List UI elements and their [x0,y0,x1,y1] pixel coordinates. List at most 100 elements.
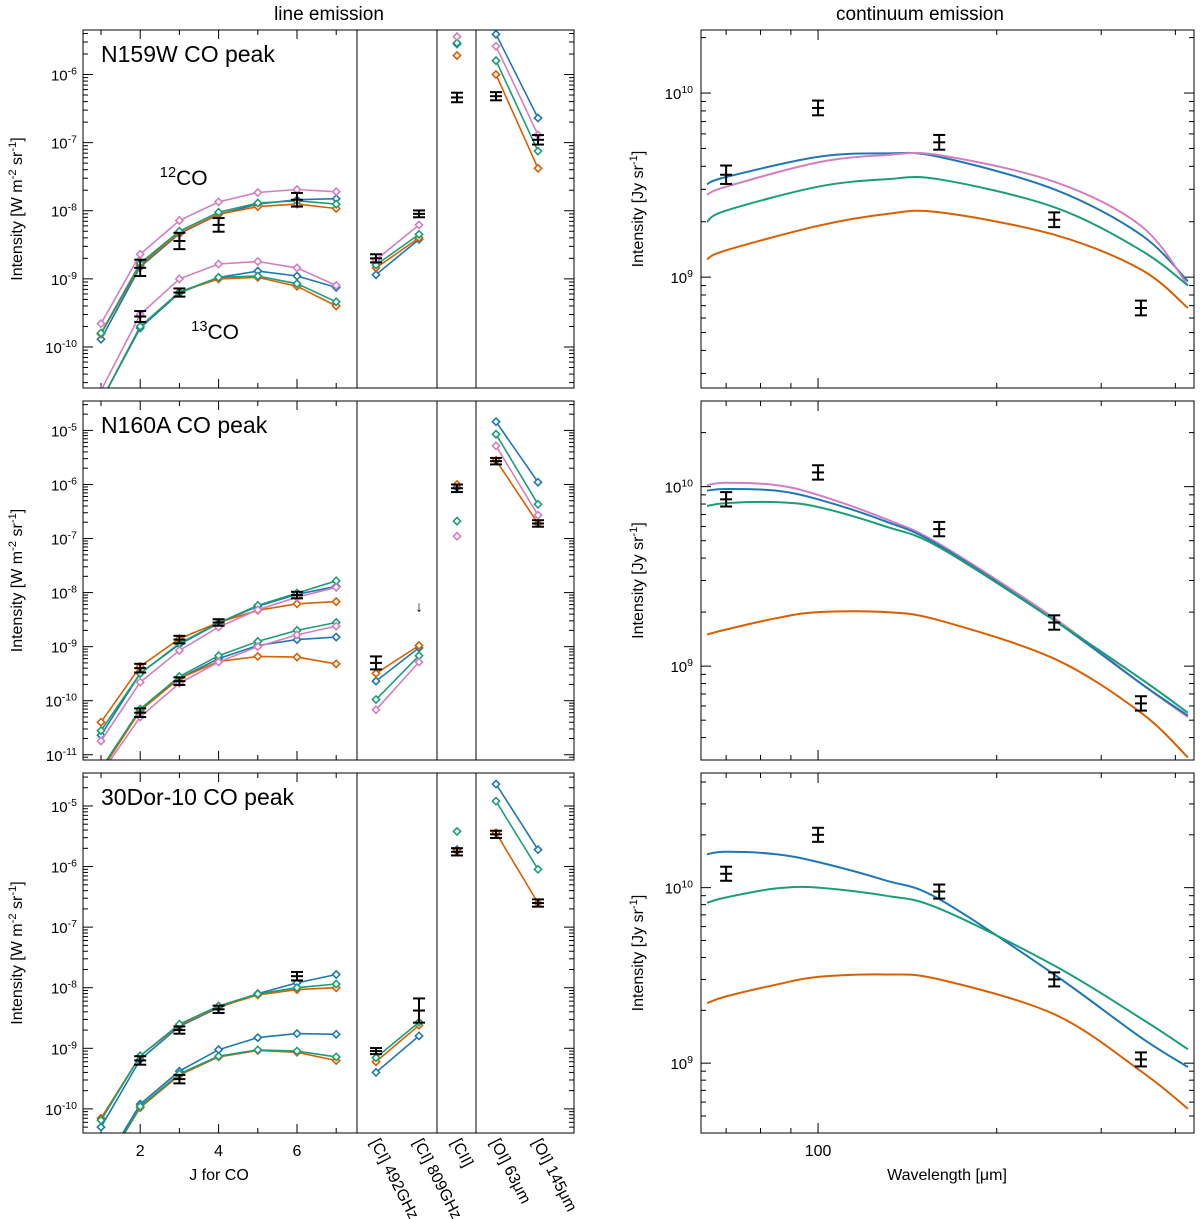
co12-model-marker-pink [96,318,106,329]
co12-model-marker-blue [96,1122,106,1132]
line-panel-3: 10-1010-910-810-710-610-5 30Dor-10 CO pea… [7,772,575,1176]
co13-model-marker-green [292,1046,302,1056]
tick-base: 10 [51,981,68,998]
co13-model-marker-green [331,1052,341,1062]
co12-model-marker-orange [292,599,302,609]
y-label-text: ] [9,509,26,513]
panel-title: N159W CO peak [101,41,275,67]
y-label-text: sr [9,522,26,540]
tick-base: 10 [51,477,68,494]
y-axis-label: Intensity [W m-2 sr-1] [7,881,26,1025]
sed-model-green [706,175,1189,287]
co12-model-marker-pink [213,197,224,207]
tick-exp: -5 [68,797,77,809]
cii-model-marker-green [452,826,462,837]
co12-model-marker-blue [331,969,341,980]
oi-model-line-pink [495,45,539,136]
oi-model-marker-green [533,864,543,875]
y-tick-label: 10-7 [51,918,77,937]
isotope-label: 13CO [191,319,239,344]
sed-model-pink [706,151,1189,287]
y-label-text: Intensity [W m [9,551,26,652]
oi-model-marker-green [491,55,501,66]
tick-exp: -9 [68,270,77,282]
oi-model-marker-green [533,146,543,156]
cii-model-marker-pink [452,31,462,42]
co12-model-marker-green [96,328,106,338]
oi-model-line-blue [495,33,539,119]
co13-model-marker-green [253,1045,263,1055]
y-tick-label: 10-8 [51,584,77,603]
co12-model-marker-pink [331,187,341,197]
tick-exp: 9 [687,268,693,280]
line-data [96,779,544,1176]
tick-base: 10 [670,659,687,676]
tick-base: 10 [51,423,68,440]
y-label-text: Intensity [W m [9,179,26,280]
sed-model-orange [706,973,1189,1110]
co13-model-marker-blue [331,632,341,642]
oi-model-marker-pink [491,41,501,51]
species-label: [CII] [447,1136,475,1170]
oi-model-marker-blue [533,844,543,855]
cii-model-marker-pink [452,531,462,542]
co12-model-marker-pink [174,645,185,656]
tick-base: 10 [665,86,682,103]
tick-exp: 9 [687,657,693,669]
oi-model-line-orange [495,459,539,524]
oi-model-line-orange [495,832,539,904]
cii-model-marker-green [452,516,462,526]
co12-model-marker-green [213,207,224,217]
co13-model-marker-blue [292,1028,302,1039]
plot-frame [700,29,1195,389]
line-x-axis: 2 4 6J for CO [CI] 492GHz[CI] 809GHz[CII] [O… [136,1136,580,1219]
tick-exp: -8 [68,584,77,596]
oi-model-marker-orange [533,163,543,174]
sed-model-green [706,500,1189,714]
oi-model-marker-orange [491,69,501,80]
y-tick-label: 10-7 [51,530,77,549]
sed-model-orange [706,610,1189,759]
co12-model-marker-green [96,1115,106,1125]
upper-limit-arrow: ↓ [415,598,423,615]
tick-exp: -10 [62,338,77,350]
plot-frame [82,400,575,761]
y-tick-label: 10-5 [51,797,77,816]
ci-model-line-orange [375,237,420,269]
oi-model-line-green [495,800,539,870]
ci-model-marker-blue [371,676,381,686]
panel-title: 30Dor-10 CO peak [101,784,295,810]
co13-model-marker-green [135,1101,145,1112]
tick-exp: -9 [68,638,77,650]
co12-model-marker-pink [174,215,185,226]
y-label-text: ] [9,137,26,141]
co13-model-marker-orange [97,1169,104,1176]
y-tick-label: 10-5 [51,421,77,440]
tick-base: 10 [665,881,682,898]
tick-base: 10 [51,272,68,289]
tick-base: 10 [45,340,62,357]
y-tick-label: 109 [670,1054,693,1073]
co12-model-marker-green [331,979,341,989]
tick-base: 10 [665,480,682,497]
co12-model-marker-pink [253,605,263,615]
y-tick-label: 10-9 [51,270,77,289]
y-label-exp: -1 [7,142,19,152]
co13-model-marker-pink [331,621,341,631]
y-label-text: Intensity [Jy sr [630,908,647,1011]
co12-model-marker-green [253,198,263,208]
oi-model-marker-green [491,429,501,439]
tick-exp: -7 [68,530,77,542]
x-axis-label: J for CO [189,1167,249,1184]
oi-model-marker-pink [533,510,543,520]
y-tick-label: 10-9 [51,638,77,657]
oi-model-marker-blue [491,779,501,789]
y-tick-label: 10-6 [51,475,77,494]
co13-model-marker-blue [97,1166,104,1173]
co13-model-marker-pink [174,274,185,284]
co13-model-marker-pink [213,657,224,667]
